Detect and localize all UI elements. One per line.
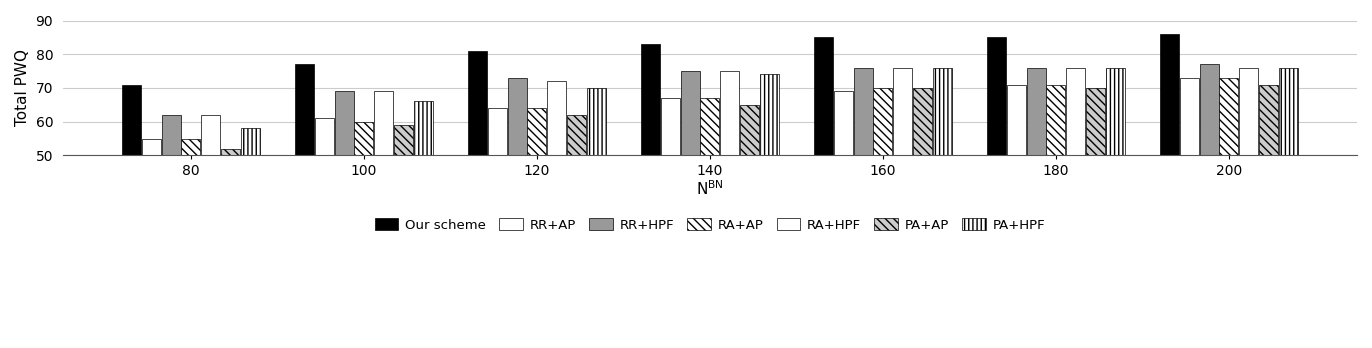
Bar bbox=[394, 125, 413, 155]
Bar bbox=[720, 71, 740, 155]
Legend: Our scheme, RR+AP, RR+HPF, RA+AP, RA+HPF, PA+AP, PA+HPF: Our scheme, RR+AP, RR+HPF, RA+AP, RA+HPF… bbox=[369, 213, 1051, 237]
Bar bbox=[527, 108, 546, 155]
Bar bbox=[468, 51, 487, 155]
Bar bbox=[760, 74, 779, 155]
Bar bbox=[1199, 64, 1218, 155]
Bar bbox=[641, 44, 660, 155]
Bar bbox=[335, 91, 354, 155]
X-axis label: N$^{\mathrm{BN}}$: N$^{\mathrm{BN}}$ bbox=[696, 180, 724, 198]
Bar bbox=[1239, 68, 1258, 155]
Bar bbox=[547, 81, 567, 155]
Bar bbox=[587, 88, 606, 155]
Bar bbox=[162, 115, 181, 155]
Bar bbox=[1106, 68, 1125, 155]
Bar bbox=[701, 98, 719, 155]
Bar bbox=[834, 91, 852, 155]
Bar bbox=[487, 108, 506, 155]
Bar bbox=[986, 37, 1006, 155]
Bar bbox=[414, 101, 434, 155]
Bar bbox=[893, 68, 912, 155]
Bar bbox=[874, 88, 892, 155]
Bar bbox=[221, 149, 240, 155]
Bar bbox=[567, 115, 586, 155]
Bar bbox=[933, 68, 952, 155]
Bar bbox=[122, 85, 141, 155]
Bar bbox=[375, 91, 394, 155]
Bar bbox=[681, 71, 700, 155]
Y-axis label: Total PWQ: Total PWQ bbox=[15, 49, 30, 126]
Bar bbox=[202, 115, 221, 155]
Bar bbox=[508, 78, 527, 155]
Bar bbox=[1007, 85, 1026, 155]
Bar bbox=[1087, 88, 1106, 155]
Bar bbox=[1259, 85, 1279, 155]
Bar bbox=[241, 128, 261, 155]
Bar bbox=[1220, 78, 1239, 155]
Bar bbox=[1180, 78, 1199, 155]
Bar bbox=[1047, 85, 1066, 155]
Bar bbox=[141, 139, 161, 155]
Bar bbox=[314, 118, 333, 155]
Bar bbox=[1279, 68, 1298, 155]
Bar bbox=[295, 64, 314, 155]
Bar bbox=[1159, 34, 1179, 155]
Bar bbox=[741, 105, 759, 155]
Bar bbox=[661, 98, 679, 155]
Bar bbox=[1026, 68, 1045, 155]
Bar bbox=[1066, 68, 1085, 155]
Bar bbox=[354, 122, 373, 155]
Bar bbox=[814, 37, 833, 155]
Bar bbox=[853, 68, 873, 155]
Bar bbox=[914, 88, 932, 155]
Bar bbox=[181, 139, 200, 155]
